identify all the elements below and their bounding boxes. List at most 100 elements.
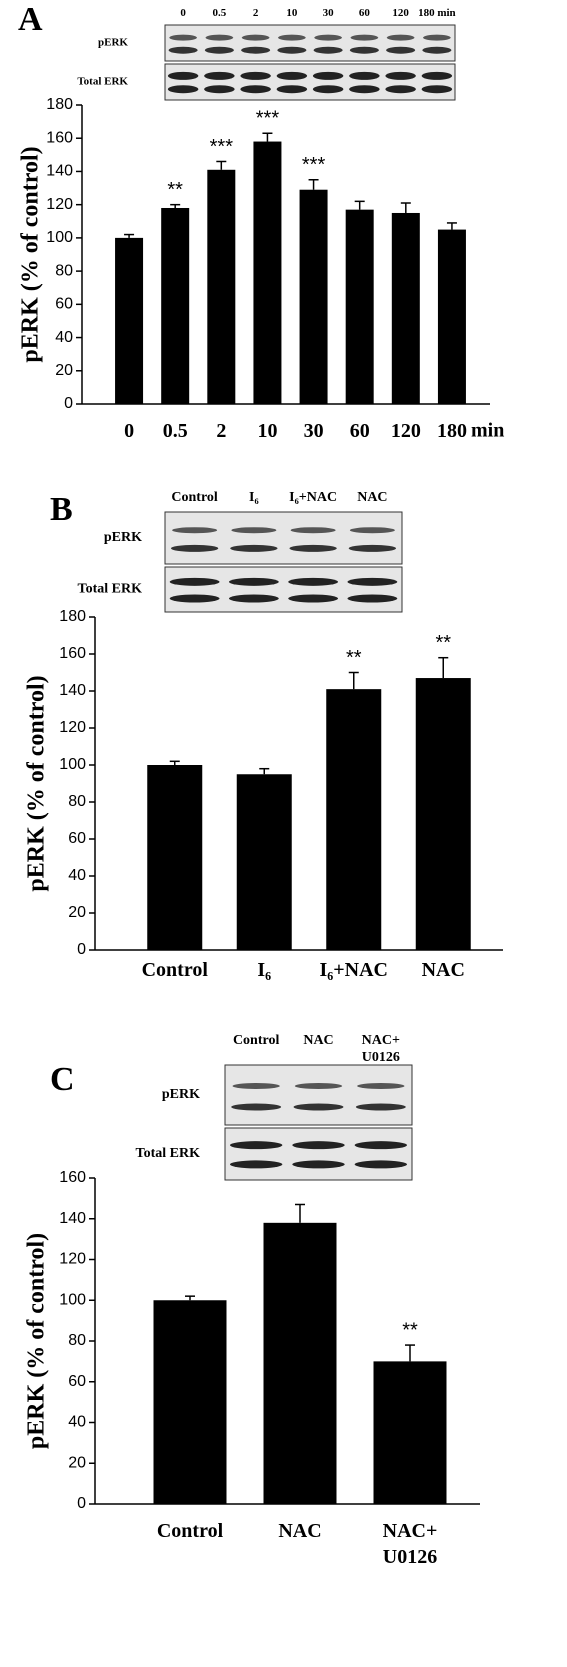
lane-label-box: Control — [171, 490, 217, 505]
lane-label: 120 — [392, 7, 409, 19]
y-tick-label: 80 — [68, 793, 86, 810]
blot-total — [224, 1127, 413, 1181]
y-tick-label: 100 — [46, 229, 73, 246]
bar — [263, 1222, 337, 1504]
blot-band — [354, 1141, 408, 1150]
x-tick-label-box: I₆ — [257, 959, 272, 981]
blot-band — [290, 527, 336, 534]
x-unit-label: min — [471, 420, 504, 442]
significance-label: ** — [167, 179, 183, 201]
y-tick-label: 140 — [46, 163, 73, 180]
blot-band — [204, 85, 235, 94]
lane-label: NAC — [303, 1033, 334, 1048]
y-tick-label: 120 — [59, 1251, 86, 1268]
blot-band — [170, 544, 219, 552]
blot-band — [423, 34, 451, 41]
blot-band — [167, 71, 199, 80]
x-tick-label-box: Control — [156, 1520, 224, 1542]
blot-band — [240, 71, 271, 80]
blot-band — [386, 46, 416, 54]
blot-phospho — [164, 511, 403, 565]
y-tick-label: 120 — [59, 719, 86, 736]
bar — [345, 209, 374, 404]
x-tick-label: NAC — [421, 959, 465, 981]
x-tick-label: 180 — [436, 420, 467, 442]
blot-band — [347, 594, 398, 603]
x-tick-label: Control — [156, 1520, 224, 1542]
lane-label: I₆ — [249, 490, 259, 505]
y-tick-label: 180 — [59, 608, 86, 625]
blot-band — [355, 1103, 406, 1111]
x-tick-label-box: 120 — [391, 420, 421, 442]
y-tick-label: 60 — [55, 296, 73, 313]
x-tick-label-box: NAC — [278, 1520, 322, 1542]
y-tick-label: 20 — [55, 362, 73, 379]
y-tick-label: 40 — [55, 329, 73, 346]
lane-label: 60 — [358, 7, 370, 19]
blot-band — [288, 577, 339, 586]
x-tick-label: NAC — [278, 1520, 322, 1542]
y-tick-label: 120 — [46, 196, 73, 213]
lane-label-box: 2 — [253, 7, 259, 19]
blot-band — [240, 85, 271, 94]
blot-band — [294, 1083, 343, 1089]
lane-label-box: 10 — [286, 7, 298, 19]
blot-row-label: pERK — [98, 37, 128, 49]
blot-band — [349, 71, 380, 80]
lane-label: NAC — [357, 490, 388, 505]
blot-band — [276, 85, 308, 94]
x-tick-label-box: 30 — [304, 420, 324, 442]
blot-band — [228, 594, 279, 603]
blot-band — [229, 1160, 283, 1169]
significance-label: ** — [435, 632, 451, 654]
y-tick-label: 80 — [68, 1332, 86, 1349]
blot-band — [350, 34, 379, 41]
bar — [161, 207, 190, 404]
x-tick-label: 10 — [257, 420, 278, 442]
lane-label: 10 — [286, 7, 298, 19]
panel-label: B — [50, 491, 73, 528]
bar — [326, 689, 382, 950]
lane-label: I₆+NAC — [289, 490, 338, 505]
x-tick-label: I₆ — [257, 959, 272, 981]
y-tick-label: 60 — [68, 1373, 86, 1390]
x-tick-label-box: 2 — [216, 420, 226, 442]
blot-row-label: Total ERK — [77, 76, 128, 88]
bar — [299, 189, 328, 404]
bar — [207, 169, 236, 404]
blot-band — [421, 85, 453, 94]
x-tick-label-box: 180 — [436, 420, 467, 442]
x-tick-label: I₆+NAC — [319, 959, 388, 981]
lane-label: Control — [232, 1033, 280, 1048]
blot-band — [422, 46, 452, 54]
blot-band — [205, 34, 234, 41]
blot-band — [232, 1083, 280, 1089]
y-tick-label: 20 — [68, 904, 86, 921]
x-tick-label-box: I₆+NAC — [319, 959, 388, 981]
bar — [236, 774, 292, 950]
bar — [153, 1300, 227, 1504]
y-tick-label: 20 — [68, 1454, 86, 1471]
blot-row-label: pERK — [162, 1087, 200, 1102]
y-tick-label: 100 — [59, 756, 86, 773]
blot-band — [204, 71, 235, 80]
lane-label: 0.5 — [212, 7, 227, 19]
lane-label: 180 min — [418, 7, 456, 19]
blot-band — [349, 85, 380, 94]
blot-band — [292, 1141, 345, 1150]
x-tick-label-box: 0.5 — [163, 420, 188, 442]
bar — [253, 141, 282, 405]
y-tick-label: 0 — [77, 1495, 86, 1512]
significance-label: ** — [346, 647, 362, 669]
x-tick-label: NAC+ U0126 — [382, 1520, 438, 1568]
blot-band — [230, 544, 278, 552]
blot-band — [385, 85, 416, 94]
blot-row-label: Total ERK — [136, 1146, 201, 1161]
bar — [437, 229, 466, 404]
lane-label-box: 0 — [180, 7, 186, 19]
blot-band — [357, 1083, 405, 1089]
blot-band — [276, 71, 308, 80]
blot-band — [204, 46, 234, 54]
blot-band — [168, 46, 198, 54]
